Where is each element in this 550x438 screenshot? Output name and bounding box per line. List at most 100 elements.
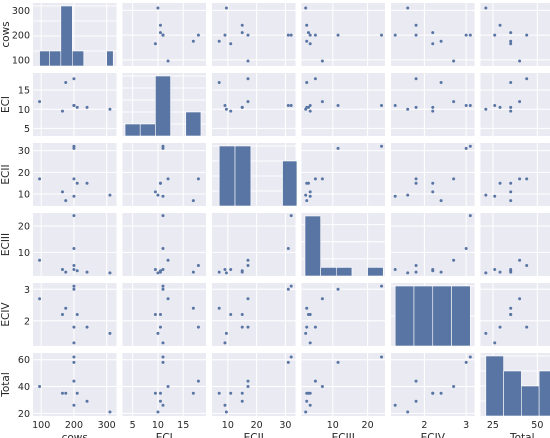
scatter-point	[493, 267, 497, 271]
y-tick-label: 20	[18, 168, 30, 179]
scatter-point	[85, 399, 89, 403]
scatter-point	[72, 379, 76, 383]
scatter-point	[72, 194, 76, 198]
cell-background	[122, 213, 206, 276]
scatter-point	[289, 284, 293, 288]
x-tick-label: 20	[362, 420, 374, 431]
scatter-point	[158, 23, 162, 27]
scatter-point	[431, 31, 435, 35]
scatter-point	[240, 270, 244, 274]
histogram-bar	[106, 50, 114, 67]
scatter-point	[153, 267, 157, 271]
scatter-point	[229, 267, 233, 271]
scatter-point	[217, 306, 221, 310]
scatter-point	[308, 109, 312, 113]
x-axis-label: ECIV	[421, 432, 446, 438]
scatter-point	[191, 391, 195, 395]
cell-cows-ECIV	[391, 3, 475, 66]
scatter-point	[525, 33, 529, 37]
x-tick-label: 10	[222, 420, 234, 431]
scatter-point	[414, 23, 418, 27]
scatter-point	[414, 379, 418, 383]
x-tick-label: 10	[152, 420, 164, 431]
scatter-point	[452, 100, 456, 104]
cell-ECI-cows: 5 10 15 ECI	[0, 73, 117, 136]
scatter-point	[64, 81, 68, 85]
scatter-point	[85, 105, 89, 109]
cell-background	[391, 353, 475, 416]
scatter-point	[161, 144, 165, 148]
scatter-point	[304, 6, 308, 10]
scatter-point	[161, 403, 165, 407]
cell-ECIV-ECIII	[301, 283, 385, 346]
scatter-point	[289, 33, 293, 37]
x-tick-label: 30	[279, 420, 291, 431]
scatter-point	[431, 109, 435, 113]
scatter-point	[224, 331, 228, 335]
scatter-point	[38, 258, 42, 262]
scatter-point	[246, 100, 250, 104]
cell-ECIII-ECIII	[301, 213, 385, 277]
scatter-point	[320, 59, 324, 63]
x-axis-label: ECIII	[332, 432, 355, 438]
cell-background	[301, 73, 385, 136]
scatter-point	[72, 246, 76, 250]
scatter-point	[439, 270, 443, 274]
cell-ECII-ECIV	[391, 143, 475, 206]
scatter-point	[414, 77, 418, 81]
scatter-point	[431, 190, 435, 194]
histogram-bar	[139, 123, 156, 137]
x-axis-label: cows	[62, 432, 88, 438]
scatter-point	[246, 325, 250, 329]
scatter-point	[304, 193, 308, 197]
scatter-point	[518, 297, 522, 301]
scatter-point	[60, 109, 64, 113]
scatter-point	[246, 379, 250, 383]
scatter-point	[85, 270, 89, 274]
y-tick-label: 10	[18, 105, 30, 116]
cell-background	[480, 213, 550, 276]
cell-background	[301, 283, 385, 346]
scatter-point	[223, 267, 227, 271]
scatter-point	[313, 33, 317, 37]
x-tick-label: 5	[130, 420, 136, 431]
cell-ECIV-ECIV	[391, 283, 475, 347]
histogram-bar	[485, 355, 504, 417]
scatter-point	[509, 199, 513, 203]
scatter-point	[246, 258, 250, 262]
scatter-point	[336, 146, 340, 150]
scatter-point	[493, 194, 497, 198]
scatter-point	[217, 270, 221, 274]
histogram-bar	[432, 285, 452, 347]
scatter-point	[246, 77, 250, 81]
y-axis-label: ECIV	[0, 302, 12, 327]
scatter-point	[75, 181, 79, 185]
cell-ECI-ECII	[212, 73, 296, 136]
scatter-point	[60, 190, 64, 194]
scatter-point	[393, 194, 397, 198]
histogram-bar	[304, 215, 321, 277]
scatter-point	[229, 391, 233, 395]
scatter-point	[286, 33, 290, 37]
cell-ECII-cows: 10 20 30 ECII	[0, 143, 117, 206]
cell-ECIII-ECIV	[391, 213, 475, 276]
cell-Total-ECIV: 2 3 ECIV	[391, 353, 475, 438]
x-tick-label: 2	[421, 420, 427, 431]
scatter-point	[509, 306, 513, 310]
histogram-bar	[155, 75, 171, 137]
scatter-point	[156, 331, 160, 335]
scatter-point	[166, 177, 170, 181]
scatter-point	[414, 270, 418, 274]
scatter-point	[525, 177, 529, 181]
scatter-point	[224, 107, 228, 111]
scatter-point	[161, 246, 165, 250]
scatter-point	[223, 341, 227, 345]
x-axis-label: Total	[509, 432, 535, 438]
y-tick-label: 5	[24, 124, 30, 135]
histogram-bar	[71, 50, 85, 67]
cell-ECII-Total	[480, 143, 550, 206]
y-tick-label: 40	[18, 382, 30, 393]
scatter-point	[217, 391, 221, 395]
scatter-point	[308, 103, 312, 107]
scatter-point	[414, 399, 418, 403]
